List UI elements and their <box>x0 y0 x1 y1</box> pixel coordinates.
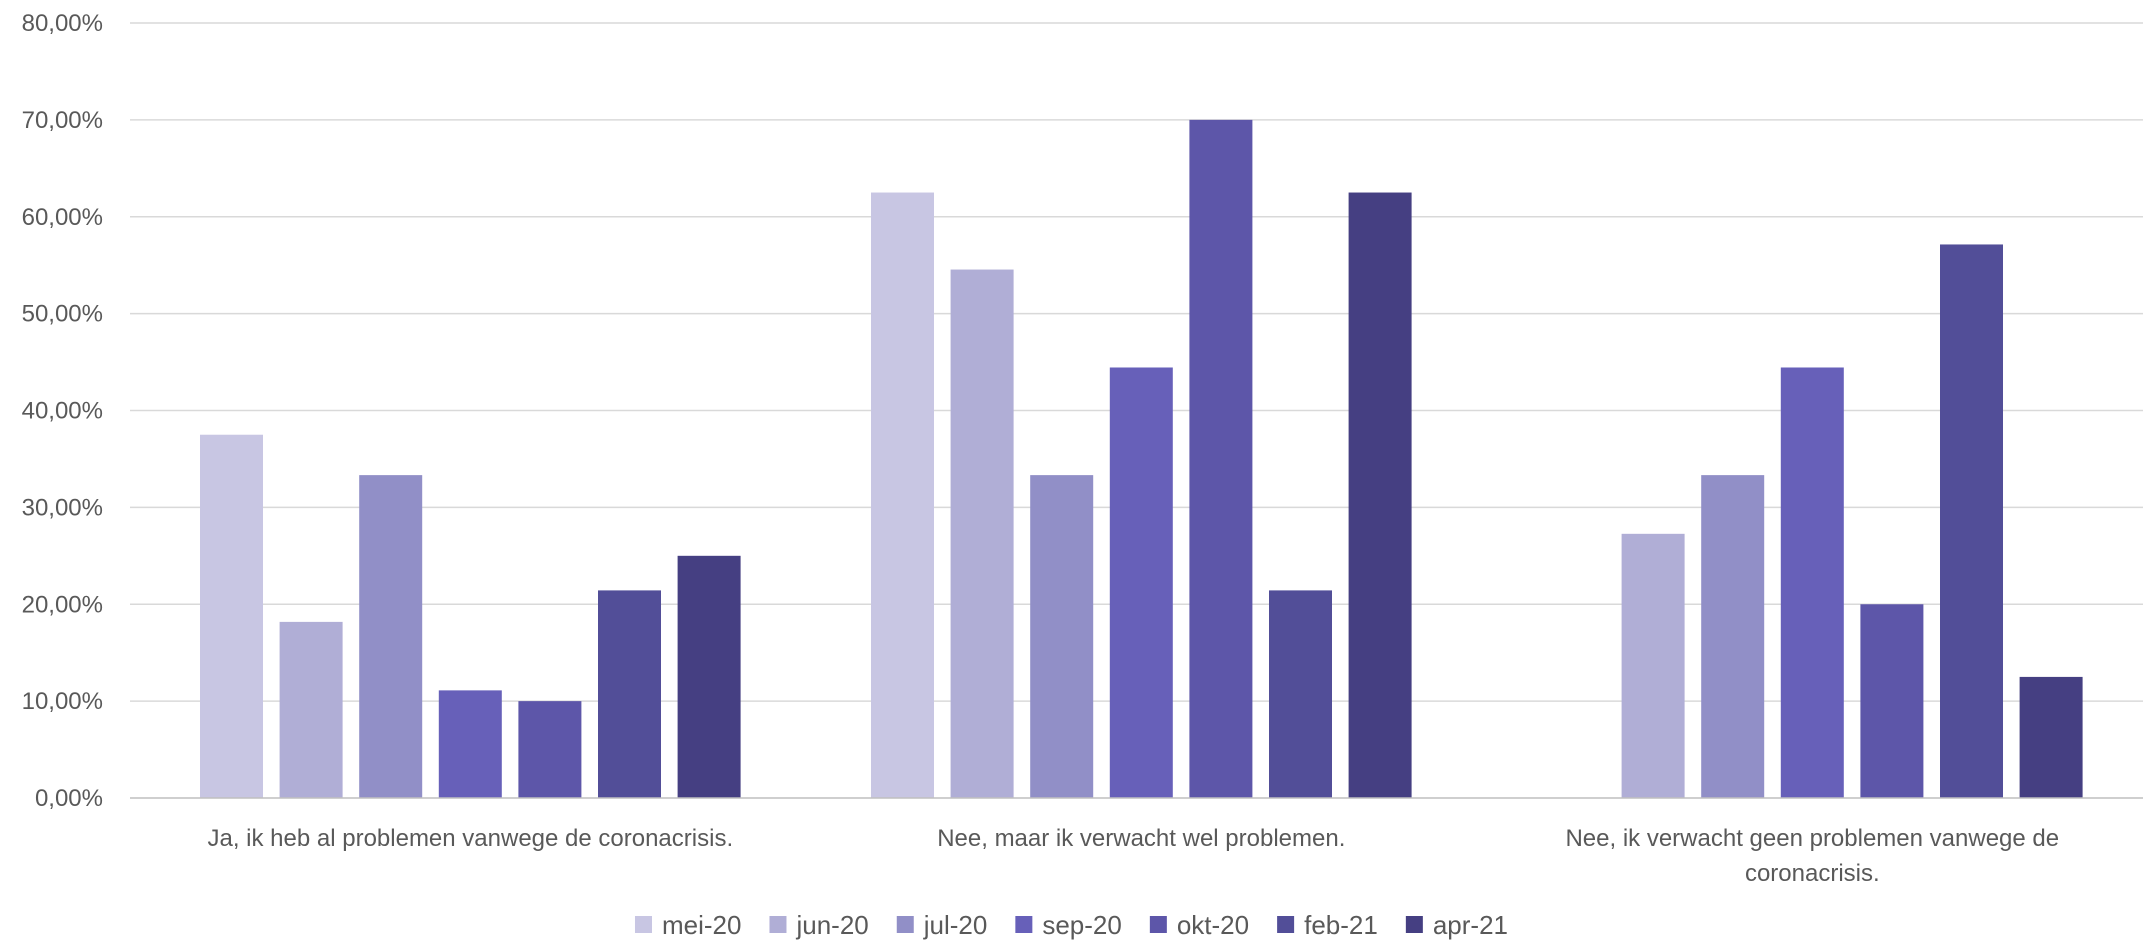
legend-swatch-feb-21 <box>1277 916 1295 933</box>
y-tick-label: 10,00% <box>22 688 103 715</box>
bar-jun-20 <box>279 621 343 798</box>
bar-feb-21 <box>1269 590 1332 798</box>
bar-okt-20 <box>1189 119 1253 798</box>
y-tick-label: 20,00% <box>22 591 103 618</box>
bar-apr-21 <box>677 555 741 798</box>
legend-swatch-sep-20 <box>1015 916 1033 933</box>
bar-mei-20 <box>871 192 934 798</box>
bar-jun-20 <box>950 269 1014 798</box>
bar-sep-20 <box>1109 367 1173 798</box>
category-label: coronacrisis. <box>1745 860 1880 887</box>
bar-apr-21 <box>2019 676 2083 798</box>
category-label: Nee, ik verwacht geen problemen vanwege … <box>1565 825 2059 852</box>
legend-label-feb-21: feb-21 <box>1304 910 1378 940</box>
legend-swatch-apr-21 <box>1405 916 1423 933</box>
y-tick-label: 40,00% <box>22 398 103 425</box>
legend-swatch-jun-20 <box>769 916 787 933</box>
bar-jul-20 <box>1030 475 1094 798</box>
bar-okt-20 <box>1860 604 1924 798</box>
legend: mei-20 jun-20 jul-20 sep-20 okt-20 feb-21 apr-… <box>634 910 1508 940</box>
y-tick-label: 0,00% <box>35 785 103 812</box>
legend-swatch-okt-20 <box>1149 916 1167 933</box>
category-labels: Ja, ik heb al problemen vanwege de coron… <box>207 825 2059 887</box>
bar-jun-20 <box>1621 533 1685 798</box>
y-tick-label: 70,00% <box>22 107 103 134</box>
legend-label-apr-21: apr-21 <box>1433 910 1508 940</box>
bar-feb-21 <box>1940 244 2003 799</box>
bars <box>200 119 2083 799</box>
category-label: Ja, ik heb al problemen vanwege de coron… <box>207 825 733 852</box>
bar-feb-21 <box>598 590 661 798</box>
legend-label-mei-20: mei-20 <box>662 910 741 940</box>
legend-swatch-jul-20 <box>896 916 914 933</box>
y-tick-label: 50,00% <box>22 301 103 328</box>
bar-okt-20 <box>518 701 582 798</box>
bar-jul-20 <box>1701 475 1765 798</box>
legend-label-sep-20: sep-20 <box>1042 910 1122 940</box>
legend-label-jun-20: jun-20 <box>795 910 868 940</box>
y-tick-label: 30,00% <box>22 494 103 521</box>
y-tick-label: 60,00% <box>22 204 103 231</box>
bar-mei-20 <box>200 434 263 798</box>
bar-sep-20 <box>1780 367 1844 798</box>
legend-swatch-mei-20 <box>634 916 652 933</box>
legend-label-jul-20: jul-20 <box>923 910 988 940</box>
bar-apr-21 <box>1348 192 1412 798</box>
y-axis-tick-labels: 0,00% 10,00% 20,00% 30,00% 40,00% 50,00% 60,00… <box>22 10 103 812</box>
category-label: Nee, maar ik verwacht wel problemen. <box>937 825 1345 852</box>
bar-sep-20 <box>438 690 502 798</box>
legend-label-okt-20: okt-20 <box>1177 910 1249 940</box>
y-tick-label: 80,00% <box>22 10 103 37</box>
bar-jul-20 <box>359 475 423 798</box>
